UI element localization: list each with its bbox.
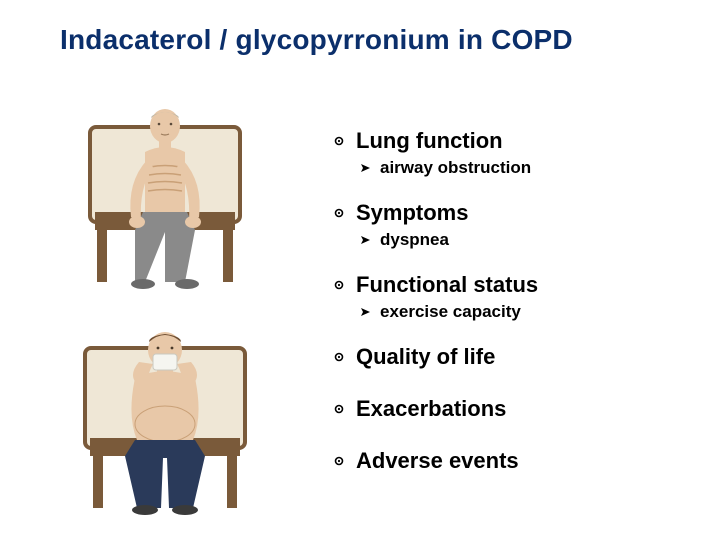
bullet-dot-icon — [334, 208, 344, 218]
bullet-sub: dyspnea — [360, 230, 684, 250]
bullet-dot-icon — [334, 352, 344, 362]
bullet-item: Functional status exercise capacity — [334, 272, 684, 322]
bullet-main: Exacerbations — [334, 396, 684, 422]
bullet-main: Lung function — [334, 128, 684, 154]
bullet-dot-icon — [334, 404, 344, 414]
slide-title: Indacaterol / glycopyrronium in COPD — [60, 24, 680, 56]
slide: Indacaterol / glycopyrronium in COPD — [0, 0, 720, 540]
bullet-sub-label: dyspnea — [380, 230, 449, 250]
bullet-main: Adverse events — [334, 448, 684, 474]
bullet-item: Quality of life — [334, 344, 684, 370]
illustration-blue-bloater — [35, 306, 295, 516]
bullet-main: Symptoms — [334, 200, 684, 226]
bullet-item: Lung function airway obstruction — [334, 128, 684, 178]
bullet-main: Functional status — [334, 272, 684, 298]
bullet-sub-label: airway obstruction — [380, 158, 531, 178]
bullet-dot-icon — [334, 136, 344, 146]
bullet-label: Adverse events — [356, 448, 519, 474]
bullet-list: Lung function airway obstruction Symptom… — [334, 128, 684, 500]
bullet-dot-icon — [334, 456, 344, 466]
arrow-right-icon — [360, 234, 372, 246]
bullet-dot-icon — [334, 280, 344, 290]
bullet-item: Exacerbations — [334, 396, 684, 422]
bullet-label: Symptoms — [356, 200, 468, 226]
bullet-label: Lung function — [356, 128, 503, 154]
arrow-right-icon — [360, 306, 372, 318]
illustration-pink-puffer — [35, 82, 295, 292]
arrow-right-icon — [360, 162, 372, 174]
bullet-label: Functional status — [356, 272, 538, 298]
bullet-label: Quality of life — [356, 344, 495, 370]
bullet-main: Quality of life — [334, 344, 684, 370]
bullet-sub: exercise capacity — [360, 302, 684, 322]
bullet-sub-label: exercise capacity — [380, 302, 521, 322]
bullet-sub: airway obstruction — [360, 158, 684, 178]
bullet-item: Adverse events — [334, 448, 684, 474]
bullet-label: Exacerbations — [356, 396, 506, 422]
bullet-item: Symptoms dyspnea — [334, 200, 684, 250]
